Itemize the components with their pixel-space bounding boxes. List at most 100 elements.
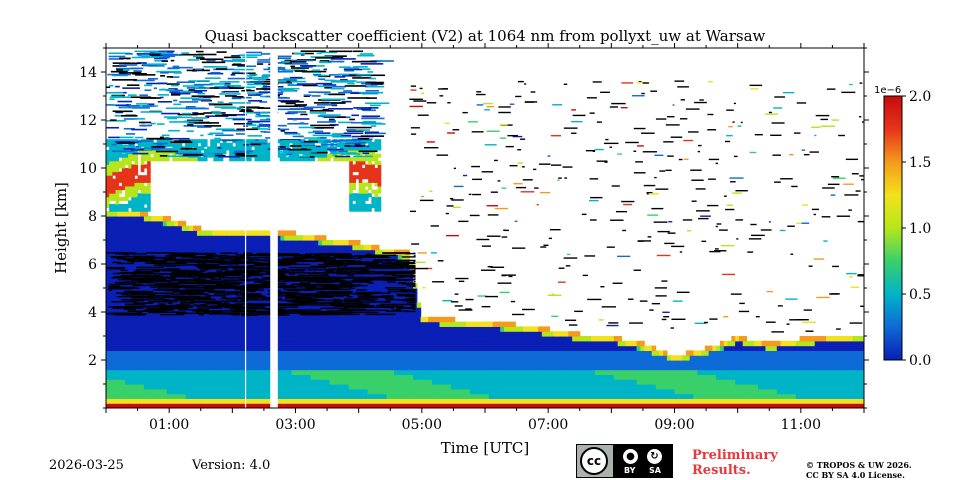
- heatmap-cell: [776, 374, 782, 380]
- heatmap-cell: [776, 345, 782, 351]
- heatmap-cell: [276, 369, 281, 375]
- heatmap-cell: [761, 340, 767, 347]
- heatmap-cell: [212, 331, 217, 337]
- heatmap-cell: [261, 403, 266, 408]
- heatmap-cell: [181, 249, 187, 255]
- heatmap-cell: [519, 403, 524, 408]
- heatmap-cell: [124, 379, 130, 385]
- cirrus-cell: [131, 193, 135, 198]
- heatmap-cell: [712, 398, 717, 404]
- heatmap-cell: [390, 273, 395, 279]
- heatmap-cell: [557, 331, 562, 337]
- heatmap-cell: [151, 230, 156, 236]
- heatmap-cell: [488, 336, 494, 342]
- heatmap-cell: [352, 264, 357, 270]
- heatmap-cell: [212, 312, 217, 318]
- heatmap-cell: [291, 326, 297, 332]
- heatmap-cell: [322, 336, 327, 342]
- heatmap-cell: [799, 398, 804, 404]
- heatmap-cell: [196, 326, 202, 332]
- heatmap-cell: [223, 312, 228, 318]
- heatmap-cell: [162, 302, 168, 308]
- heatmap-cell: [121, 350, 126, 356]
- heatmap-cell: [477, 360, 482, 366]
- heatmap-cell: [250, 360, 255, 366]
- heatmap-cell: [143, 288, 149, 294]
- heatmap-cell: [113, 379, 118, 385]
- heatmap-cell: [113, 345, 118, 351]
- heatmap-cell: [359, 379, 365, 385]
- heatmap-cell: [560, 360, 566, 366]
- heatmap-cell: [265, 398, 270, 404]
- heatmap-cell: [773, 364, 778, 371]
- heatmap-cell: [454, 345, 460, 351]
- heatmap-cell: [629, 355, 634, 361]
- heatmap-cell: [545, 398, 551, 404]
- heatmap-cell: [284, 331, 289, 337]
- heatmap-cell: [397, 364, 403, 371]
- heatmap-cell: [837, 393, 842, 399]
- heatmap-cell: [564, 398, 569, 404]
- heatmap-cell: [674, 388, 679, 395]
- heatmap-cell: [227, 244, 232, 251]
- heatmap-cell: [488, 340, 494, 347]
- heatmap-cell: [848, 355, 854, 361]
- heatmap-cell: [109, 403, 115, 408]
- heatmap-cell: [488, 403, 494, 408]
- heatmap-cell: [337, 345, 342, 351]
- heatmap-cell: [412, 326, 418, 332]
- heatmap-cell: [701, 355, 706, 361]
- heatmap-cell: [727, 355, 732, 361]
- heatmap-cell: [166, 388, 172, 395]
- heatmap-cell: [594, 355, 600, 361]
- heatmap-cell: [390, 307, 395, 313]
- heatmap-cell: [568, 336, 573, 342]
- heatmap-cell: [340, 379, 346, 385]
- heatmap-cell: [507, 403, 513, 408]
- heatmap-cell: [515, 364, 520, 371]
- heatmap-cell: [424, 403, 429, 408]
- heatmap-cell: [416, 336, 422, 342]
- heatmap-cell: [454, 374, 460, 380]
- heatmap-cell: [394, 360, 399, 366]
- heatmap-cell: [238, 244, 244, 251]
- heatmap-cell: [159, 336, 164, 342]
- heatmap-cell: [670, 384, 676, 390]
- heatmap-cell: [359, 384, 365, 390]
- heatmap-cell: [231, 292, 236, 299]
- heatmap-cell: [250, 249, 255, 255]
- heatmap-cell: [405, 379, 410, 385]
- heatmap-cell: [526, 398, 532, 404]
- heatmap-cell: [829, 398, 835, 404]
- heatmap-cell: [322, 340, 327, 347]
- heatmap-cell: [606, 355, 611, 361]
- heatmap-cell: [151, 216, 156, 222]
- heatmap-cell: [166, 326, 172, 332]
- heatmap-cell: [579, 384, 585, 390]
- heatmap-cell: [329, 340, 334, 347]
- heatmap-cell: [155, 312, 160, 318]
- heatmap-cell: [507, 345, 513, 351]
- heatmap-cell: [185, 384, 190, 390]
- heatmap-cell: [526, 336, 532, 342]
- heatmap-cell: [106, 288, 111, 294]
- heatmap-cell: [280, 393, 285, 399]
- heatmap-cell: [750, 403, 755, 408]
- heatmap-cell: [109, 268, 115, 275]
- heatmap-cell: [568, 340, 573, 347]
- heatmap-cell: [151, 384, 156, 390]
- heatmap-cell: [314, 369, 319, 375]
- heatmap-cell: [447, 345, 452, 351]
- heatmap-cell: [431, 360, 437, 366]
- heatmap-cell: [545, 355, 551, 361]
- heatmap-cell: [784, 393, 789, 399]
- heatmap-cell: [318, 374, 323, 380]
- cirrus-cell: [115, 142, 120, 147]
- heatmap-cell: [629, 384, 634, 390]
- heatmap-cell: [583, 398, 588, 404]
- heatmap-cell: [788, 350, 793, 356]
- heatmap-cell: [420, 384, 425, 390]
- heatmap-cell: [124, 259, 130, 265]
- heatmap-cell: [174, 220, 179, 227]
- heatmap-cell: [409, 350, 414, 356]
